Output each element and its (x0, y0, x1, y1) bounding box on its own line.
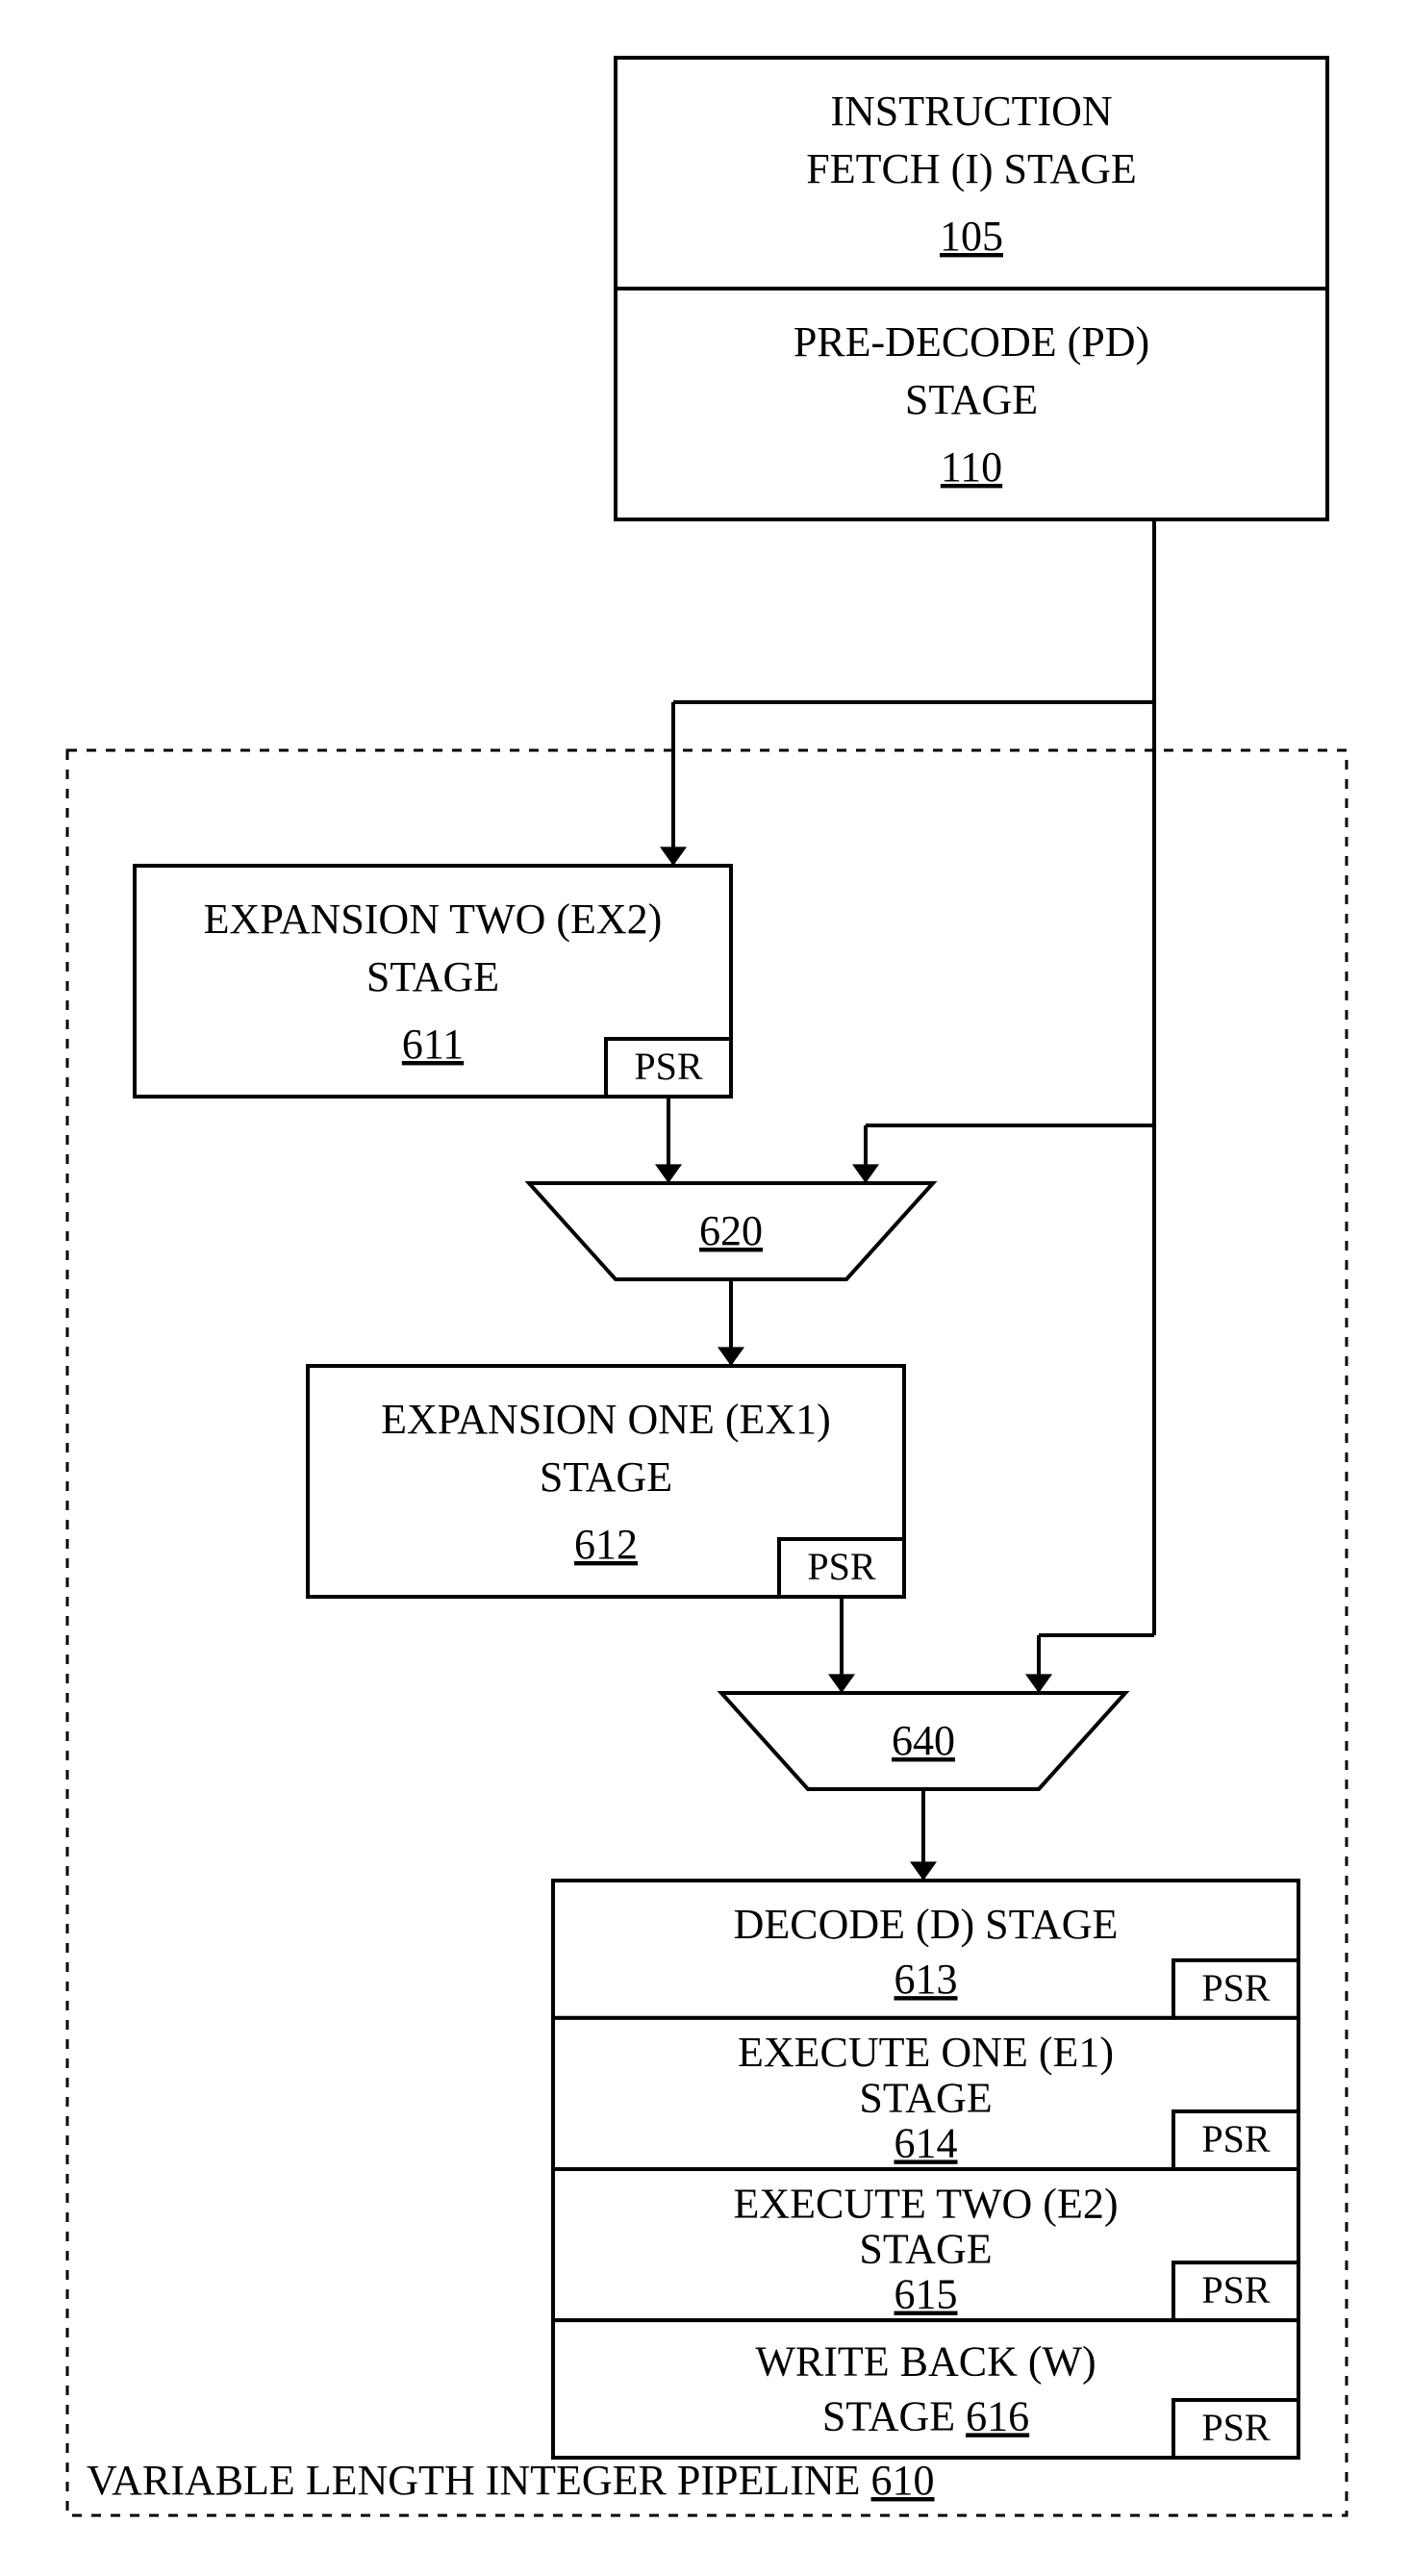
stage-612-title2: STAGE (540, 1453, 672, 1501)
stage-614-title1: EXECUTE ONE (E1) (738, 2029, 1114, 2076)
stage-615-title2: STAGE (859, 2225, 992, 2272)
stage-616-psr-label: PSR (1201, 2406, 1270, 2449)
stage-611-ref: 611 (402, 1021, 464, 1068)
stage-105-title2: FETCH (I) STAGE (806, 145, 1137, 192)
stage-611-title1: EXPANSION TWO (EX2) (204, 896, 663, 943)
stage-613-title1: DECODE (D) STAGE (734, 1901, 1119, 1948)
stage-614-title2: STAGE (859, 2074, 992, 2121)
stage-615-ref: 615 (894, 2271, 958, 2318)
stage-615-title1: EXECUTE TWO (E2) (734, 2180, 1119, 2227)
mux-620-ref: 620 (699, 1207, 763, 1254)
pipeline-caption: VARIABLE LENGTH INTEGER PIPELINE 610 (87, 2457, 935, 2504)
stage-616-title2: STAGE 616 (822, 2392, 1029, 2439)
stage-612-title1: EXPANSION ONE (EX1) (381, 1396, 831, 1443)
stage-110-title2: STAGE (905, 376, 1038, 423)
stage-613-psr-label: PSR (1201, 1966, 1270, 2009)
stage-105-ref: 105 (940, 213, 1003, 260)
stage-614-ref: 614 (894, 2119, 958, 2166)
stage-612-psr-label: PSR (807, 1545, 875, 1588)
stage-611-psr-label: PSR (634, 1045, 702, 1088)
stage-110-ref: 110 (941, 443, 1002, 491)
stage-611-title2: STAGE (366, 953, 499, 1000)
stage-616-title1: WRITE BACK (W) (755, 2337, 1096, 2385)
stage-105-title1: INSTRUCTION (830, 88, 1112, 135)
stage-614-psr-label: PSR (1201, 2117, 1270, 2160)
stage-613-ref: 613 (894, 1956, 958, 2003)
stage-615-psr-label: PSR (1201, 2268, 1270, 2311)
mux-640-ref: 640 (892, 1717, 955, 1764)
stage-612-ref: 612 (574, 1521, 638, 1568)
stage-110-title1: PRE-DECODE (PD) (794, 318, 1149, 366)
